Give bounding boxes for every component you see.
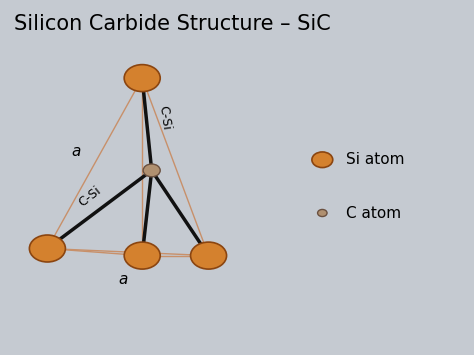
Text: C atom: C atom xyxy=(346,206,401,220)
Circle shape xyxy=(191,242,227,269)
Text: a: a xyxy=(118,272,128,287)
Text: C-Si: C-Si xyxy=(76,184,103,209)
Circle shape xyxy=(318,209,327,217)
Text: Si atom: Si atom xyxy=(346,152,404,167)
Circle shape xyxy=(143,164,160,177)
Circle shape xyxy=(124,242,160,269)
Circle shape xyxy=(29,235,65,262)
Circle shape xyxy=(312,152,333,168)
Circle shape xyxy=(124,65,160,92)
Text: Silicon Carbide Structure – SiC: Silicon Carbide Structure – SiC xyxy=(14,14,331,34)
Text: a: a xyxy=(71,144,81,159)
Text: C-Si: C-Si xyxy=(156,104,173,131)
